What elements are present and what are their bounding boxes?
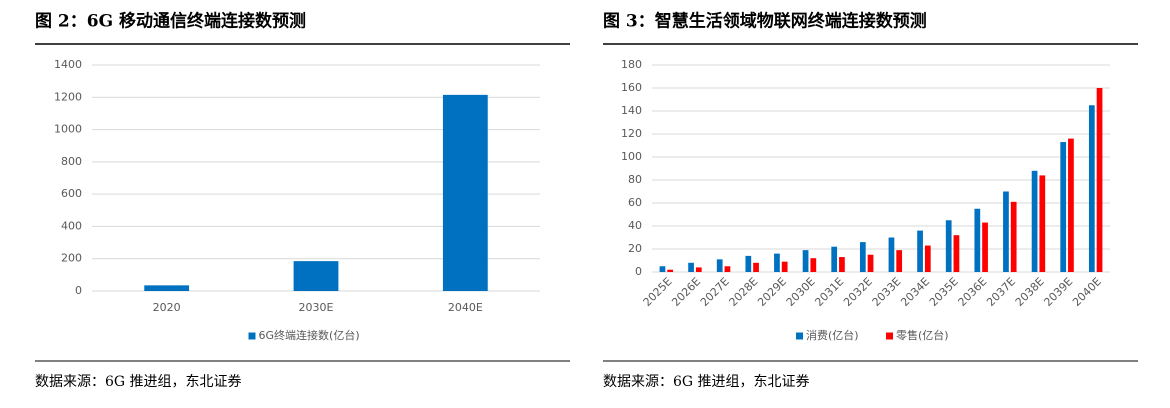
- x-tick-label: 2033E: [870, 275, 904, 309]
- x-tick-label: 2026E: [669, 275, 703, 309]
- bar: [1031, 170, 1038, 272]
- x-tick-label: 2029E: [755, 275, 789, 309]
- bar: [1068, 138, 1074, 272]
- legend-swatch: [886, 332, 893, 340]
- bar: [1003, 191, 1009, 272]
- bar: [442, 94, 488, 291]
- y-tick-label: 400: [61, 219, 82, 232]
- bar: [953, 235, 960, 272]
- bar: [859, 242, 866, 272]
- x-tick-label: 2036E: [956, 275, 990, 309]
- y-tick-label: 120: [621, 127, 642, 140]
- bar: [716, 259, 723, 272]
- chart-title: 图 3：智慧生活领域物联网终端连接数预测: [603, 11, 927, 32]
- legend-label: 消费(亿台): [806, 328, 859, 342]
- x-tick-label: 2037E: [984, 275, 1018, 309]
- bar: [659, 266, 666, 272]
- x-tick-label: 2034E: [898, 275, 932, 309]
- bar: [1096, 88, 1103, 272]
- bar: [888, 237, 895, 272]
- x-tick-label: 2030E: [784, 275, 818, 309]
- bar: [945, 220, 952, 272]
- y-tick-label: 180: [621, 58, 642, 71]
- bar: [753, 262, 759, 272]
- y-tick-label: 600: [61, 187, 82, 200]
- bar: [688, 262, 694, 272]
- x-tick-label: 2035E: [927, 275, 961, 309]
- bar: [293, 261, 339, 291]
- x-tick-label: 2038E: [1013, 275, 1047, 309]
- bar: [1088, 105, 1095, 272]
- y-tick-label: 1400: [54, 58, 82, 71]
- bar: [667, 269, 674, 272]
- bar: [144, 285, 190, 291]
- bar: [774, 253, 780, 272]
- bar: [917, 230, 923, 272]
- bar: [810, 258, 817, 272]
- bar: [745, 255, 752, 272]
- bar: [867, 254, 874, 272]
- legend-label: 零售(亿台): [896, 328, 949, 342]
- x-tick-label: 2020: [153, 301, 181, 314]
- bar: [1060, 142, 1067, 272]
- legend-swatch: [796, 332, 803, 340]
- bar: [1010, 201, 1017, 272]
- y-tick-label: 800: [61, 155, 82, 168]
- chart-title: 图 2：6G 移动通信终端连接数预测: [35, 11, 306, 32]
- bar: [974, 208, 981, 272]
- x-tick-label: 2031E: [812, 275, 846, 309]
- bar: [839, 257, 845, 272]
- x-tick-label: 2027E: [698, 275, 732, 309]
- legend-label: 6G终端连接数(亿台): [259, 328, 360, 342]
- bar: [896, 250, 903, 272]
- bar: [802, 250, 809, 272]
- y-tick-label: 140: [621, 104, 642, 117]
- y-tick-label: 20: [628, 242, 642, 255]
- bar: [982, 222, 988, 272]
- y-tick-label: 40: [628, 219, 642, 232]
- y-tick-label: 1000: [54, 123, 82, 136]
- y-tick-label: 80: [628, 173, 642, 186]
- bar: [695, 267, 702, 272]
- y-tick-label: 1200: [54, 90, 82, 103]
- x-tick-label: 2040E: [448, 301, 483, 314]
- bar: [924, 245, 931, 272]
- legend-swatch: [248, 332, 256, 340]
- y-tick-label: 60: [628, 196, 642, 209]
- bar: [1039, 175, 1046, 272]
- bar: [724, 266, 731, 272]
- y-tick-label: 200: [61, 252, 82, 265]
- bar: [831, 246, 838, 272]
- x-tick-label: 2032E: [841, 275, 875, 309]
- y-tick-label: 0: [635, 265, 642, 278]
- x-tick-label: 2030E: [299, 301, 334, 314]
- x-tick-label: 2039E: [1041, 275, 1075, 309]
- source-note: 数据来源：6G 推进组，东北证券: [35, 374, 242, 390]
- x-tick-label: 2028E: [727, 275, 761, 309]
- y-tick-label: 0: [75, 284, 82, 297]
- y-tick-label: 160: [621, 81, 642, 94]
- x-tick-label: 2040E: [1070, 275, 1104, 309]
- y-tick-label: 100: [621, 150, 642, 163]
- source-note: 数据来源：6G 推进组，东北证券: [603, 374, 810, 390]
- x-tick-label: 2025E: [641, 275, 675, 309]
- bar: [781, 261, 788, 272]
